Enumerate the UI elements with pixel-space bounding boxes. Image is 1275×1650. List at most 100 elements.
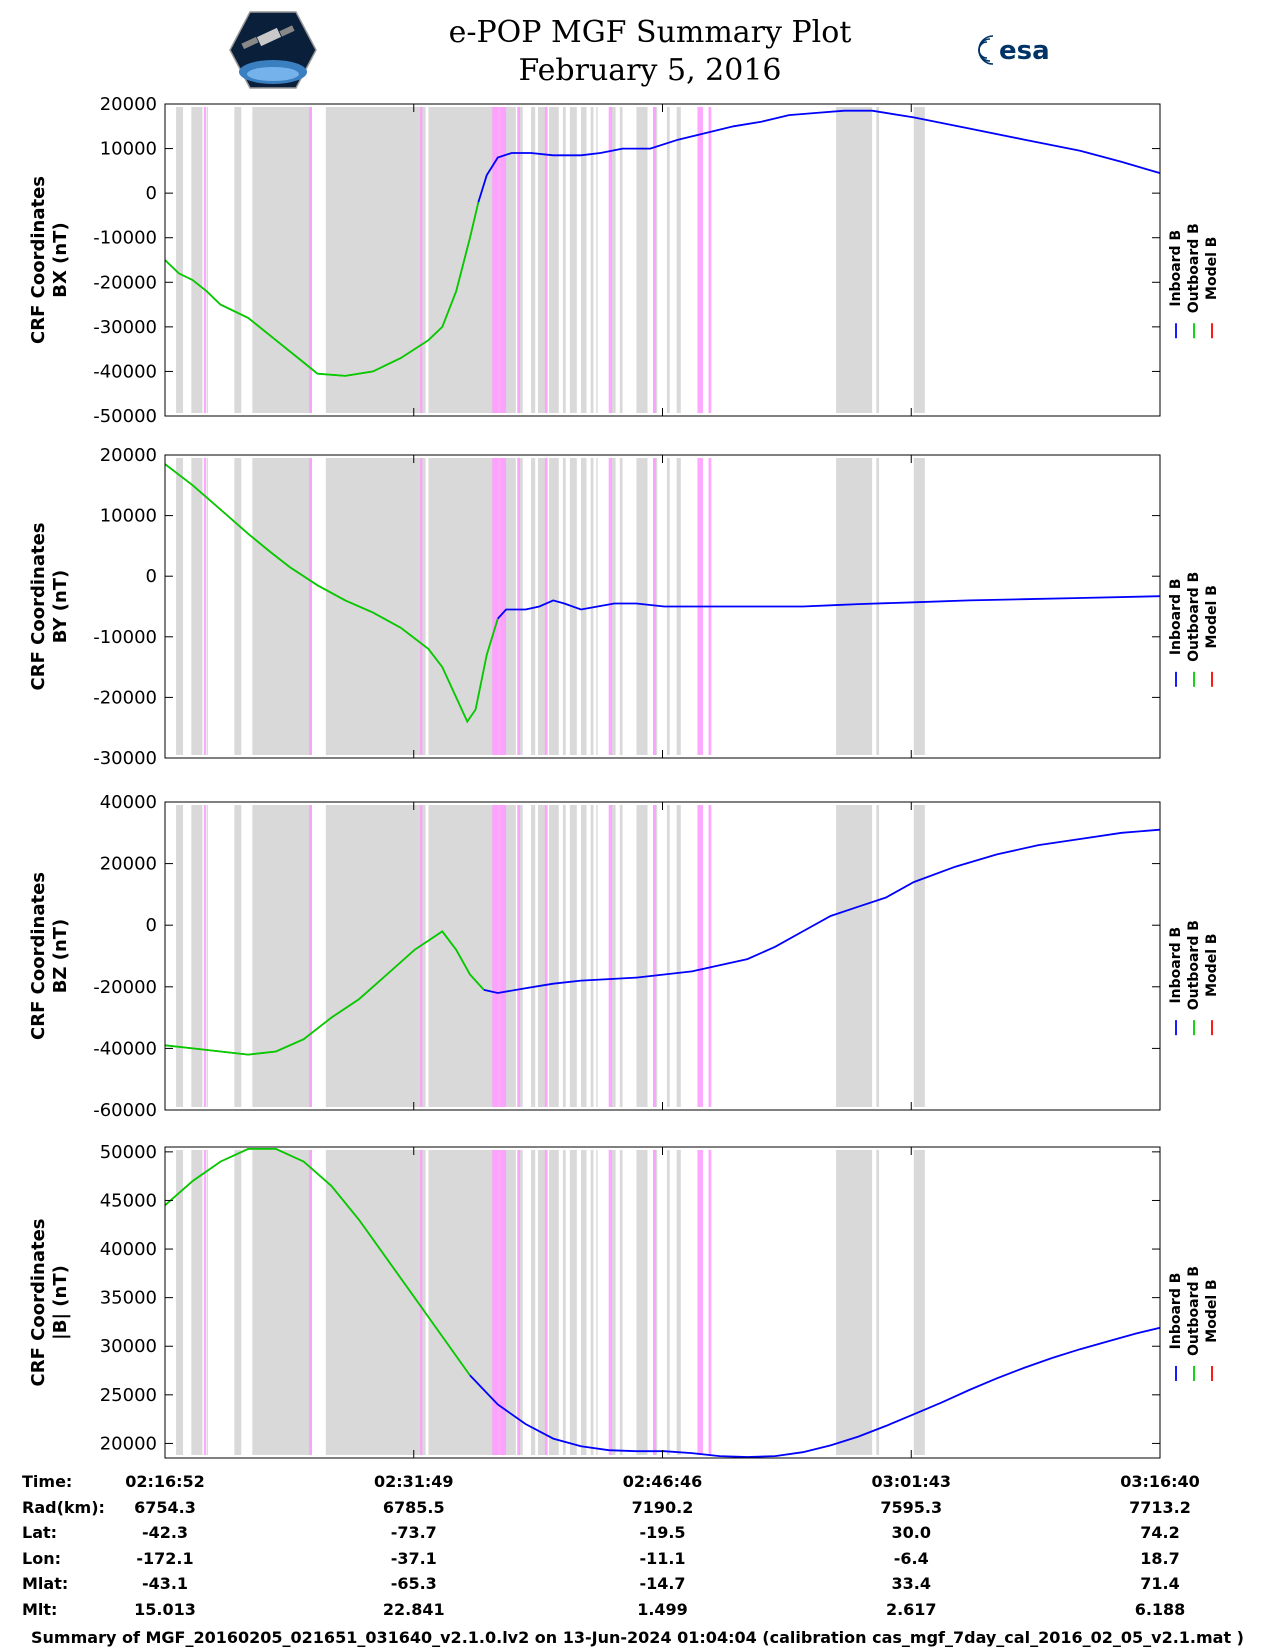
gray-band — [206, 805, 208, 1107]
y-tick-label: 30000 — [100, 1336, 157, 1357]
gray-band — [619, 805, 623, 1107]
info-cell: -14.7 — [639, 1574, 686, 1593]
gray-band — [325, 805, 426, 1107]
panel-frame — [164, 1146, 1161, 1459]
inboard-b-series — [483, 828, 1160, 994]
gray-band — [913, 107, 925, 413]
pink-band — [420, 458, 423, 755]
info-cell: -11.1 — [639, 1548, 686, 1568]
pink-band — [697, 805, 703, 1107]
y-axis-unit-label: BY (nT) — [50, 570, 71, 644]
title-line-2: February 5, 2016 — [518, 53, 782, 88]
legend-label: Inboard B — [1168, 927, 1184, 1004]
pink-band — [203, 458, 207, 755]
gray-band — [549, 458, 559, 755]
pink-band — [708, 1150, 712, 1455]
y-tick-label: -40000 — [93, 361, 157, 382]
info-cell: -6.4 — [893, 1548, 929, 1568]
y-tick-label: -20000 — [93, 977, 157, 998]
y-tick-label: -20000 — [93, 272, 157, 293]
info-cell: 71.4 — [1140, 1574, 1180, 1593]
epop-satellite-hexagon-icon — [229, 11, 317, 89]
title-line-1: e-POP MGF Summary Plot — [448, 15, 852, 50]
info-cell: 18.7 — [1140, 1548, 1180, 1568]
gray-band — [234, 1150, 242, 1455]
info-row-label: Lat: — [22, 1523, 58, 1542]
gray-band — [252, 458, 312, 755]
pink-band — [309, 805, 312, 1107]
y-tick-label: 20000 — [100, 1433, 157, 1454]
gray-band — [191, 107, 203, 413]
gray-band — [428, 1150, 498, 1455]
y-tick-label: 40000 — [100, 792, 157, 813]
y-tick-label: -10000 — [93, 228, 157, 249]
y-axis-unit-label: BX (nT) — [50, 222, 71, 297]
gray-band — [252, 107, 312, 413]
gray-band — [876, 805, 880, 1107]
plot-area-bx — [165, 107, 1160, 413]
info-cell: -19.5 — [639, 1523, 686, 1542]
pink-band — [309, 458, 312, 755]
gray-band — [206, 1150, 208, 1455]
pink-band — [653, 107, 656, 413]
pink-band — [653, 1150, 656, 1455]
esa-logo-text: esa — [999, 36, 1050, 66]
gray-band — [549, 107, 559, 413]
gray-band — [676, 805, 681, 1107]
info-row-label: Time: — [22, 1472, 73, 1491]
info-cell: 02:31:49 — [373, 1472, 454, 1491]
y-tick-label: -40000 — [93, 1038, 157, 1059]
gray-band — [596, 107, 598, 413]
pink-band — [708, 107, 712, 413]
info-row-label: Mlat: — [22, 1574, 69, 1593]
gray-band — [590, 107, 594, 413]
pink-band — [544, 458, 548, 755]
inboard-b-series — [497, 595, 1160, 620]
legend-label: Outboard B — [1186, 572, 1202, 662]
gray-band — [531, 805, 536, 1107]
gray-band — [569, 107, 577, 413]
y-tick-label: 25000 — [100, 1385, 157, 1406]
gray-band — [537, 107, 547, 413]
info-cell: -43.1 — [141, 1574, 189, 1593]
pink-band — [203, 1150, 207, 1455]
gray-band — [428, 458, 498, 755]
y-tick-label: 20000 — [100, 445, 157, 466]
pink-band — [203, 805, 207, 1107]
info-row-label: Lon: — [22, 1548, 61, 1568]
gray-band — [619, 107, 623, 413]
pink-band — [544, 1150, 548, 1455]
y-tick-label: 20000 — [100, 854, 157, 875]
plot-area-by — [165, 458, 1160, 755]
gray-band — [206, 458, 208, 755]
inboard-b-series — [469, 1326, 1160, 1458]
plot-area-bz — [165, 805, 1160, 1107]
pink-band — [492, 1150, 507, 1455]
gray-band — [518, 458, 523, 755]
gray-band — [876, 107, 880, 413]
pink-band — [653, 805, 656, 1107]
gray-band — [549, 1150, 559, 1455]
gray-band — [252, 1150, 312, 1455]
gray-band — [518, 805, 523, 1107]
pink-band — [697, 1150, 703, 1455]
gray-band — [611, 805, 616, 1107]
info-cell: 02:46:46 — [622, 1472, 703, 1491]
info-cell: 22.841 — [382, 1599, 445, 1619]
gray-band — [619, 458, 623, 755]
gray-band — [913, 458, 925, 755]
gray-band — [562, 1150, 566, 1455]
gray-band — [569, 1150, 577, 1455]
y-axis-label: CRF Coordinates — [28, 523, 49, 691]
gray-band — [191, 805, 203, 1107]
pink-band — [420, 107, 423, 413]
legend-label: Inboard B — [1168, 578, 1184, 655]
panel-frame — [164, 103, 1161, 417]
pink-band — [608, 1150, 613, 1455]
gray-band — [666, 805, 670, 1107]
pink-band — [544, 107, 548, 413]
info-cell: -172.1 — [136, 1548, 194, 1568]
gray-band — [611, 458, 616, 755]
esa-logo-icon: esa — [978, 35, 1050, 66]
info-cell: -73.7 — [390, 1523, 437, 1542]
